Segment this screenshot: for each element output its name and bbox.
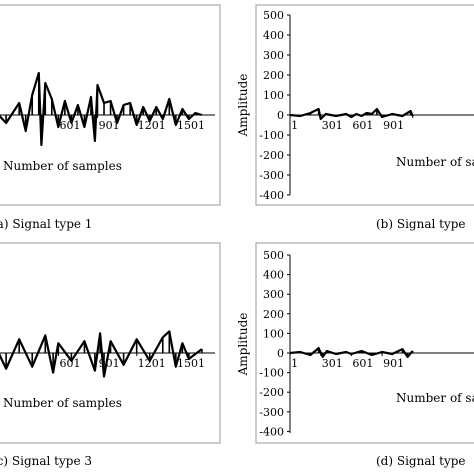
x-tick-label: 1501 <box>177 357 205 370</box>
y-tick-label: 0 <box>277 109 284 122</box>
series-line-0 <box>0 71 203 147</box>
x-tick-label: 901 <box>383 357 404 370</box>
x-tick-label: 301 <box>322 119 343 132</box>
x-tick-label: 601 <box>59 357 80 370</box>
series-line-0 <box>289 347 414 358</box>
y-tick-label: -400 <box>259 189 284 202</box>
y-tick-label: 500 <box>263 9 284 22</box>
y-tick-label: 200 <box>263 69 284 82</box>
x-tick-label: 1501 <box>177 119 205 132</box>
panel-d-frame <box>255 242 474 444</box>
x-tick-label: 901 <box>99 119 120 132</box>
x-axis-title: Number of samples <box>396 391 474 405</box>
panel-b-axes: 500 400 300 200 100 0 -100 -200 -300 -400 Amplitud… <box>236 9 474 202</box>
panel-d-axes: 500 400 300 200 100 0 -100 -200 -300 -400 Amplitud… <box>236 249 474 438</box>
x-tick-label: 601 <box>352 119 373 132</box>
y-tick-label: -100 <box>259 367 284 380</box>
x-tick-label: 1 <box>291 119 298 132</box>
y-tick-label: 500 <box>263 249 284 262</box>
y-tick-label: 0 <box>277 347 284 360</box>
y-tick-label: 400 <box>263 29 284 42</box>
x-tick-label: 601 <box>59 119 80 132</box>
panel-d-caption: (d) Signal type <box>376 454 466 468</box>
x-tick-label: 1201 <box>138 357 166 370</box>
x-axis-title: Number of samples <box>396 155 474 169</box>
x-tick-label: 301 <box>322 357 343 370</box>
x-axis-title: Number of samples <box>3 396 122 410</box>
y-axis-title: Amplitude <box>236 313 250 377</box>
panel-b-caption: (b) Signal type <box>376 217 466 231</box>
y-tick-label: -200 <box>259 149 284 162</box>
panel-c-caption: (c) Signal type 3 <box>0 454 92 468</box>
panel-b: 500 400 300 200 100 0 -100 -200 -300 -400 Amplitud… <box>236 4 474 231</box>
y-tick-label: 400 <box>263 269 284 282</box>
x-tick-label: 1 <box>291 357 298 370</box>
x-tick-label: 601 <box>352 357 373 370</box>
panel-a-axes: 601 901 1201 1501 Number of samples <box>0 71 215 173</box>
panel-a: 601 901 1201 1501 Number of samples (a) Sign… <box>0 4 221 231</box>
panel-b-frame <box>255 4 474 206</box>
y-tick-label: -100 <box>259 129 284 142</box>
panel-a-frame <box>0 4 221 206</box>
x-tick-label: 901 <box>383 119 404 132</box>
y-tick-label: 200 <box>263 308 284 321</box>
panel-a-caption: (a) Signal type 1 <box>0 217 92 231</box>
x-tick-label: 1201 <box>138 119 166 132</box>
y-tick-label: -200 <box>259 386 284 399</box>
panel-c-frame <box>0 242 221 444</box>
panel-d: 500 400 300 200 100 0 -100 -200 -300 -400 Amplitud… <box>236 242 474 468</box>
y-tick-label: 300 <box>263 288 284 301</box>
y-tick-label: -300 <box>259 169 284 182</box>
y-tick-label: 100 <box>263 327 284 340</box>
y-tick-label: 300 <box>263 49 284 62</box>
y-tick-label: -300 <box>259 406 284 419</box>
y-axis-title: Amplitude <box>236 74 250 138</box>
x-axis-title: Number of samples <box>3 159 122 173</box>
y-tick-label: -400 <box>259 425 284 438</box>
series-line-0 <box>289 107 414 121</box>
y-tick-label: 100 <box>263 89 284 102</box>
